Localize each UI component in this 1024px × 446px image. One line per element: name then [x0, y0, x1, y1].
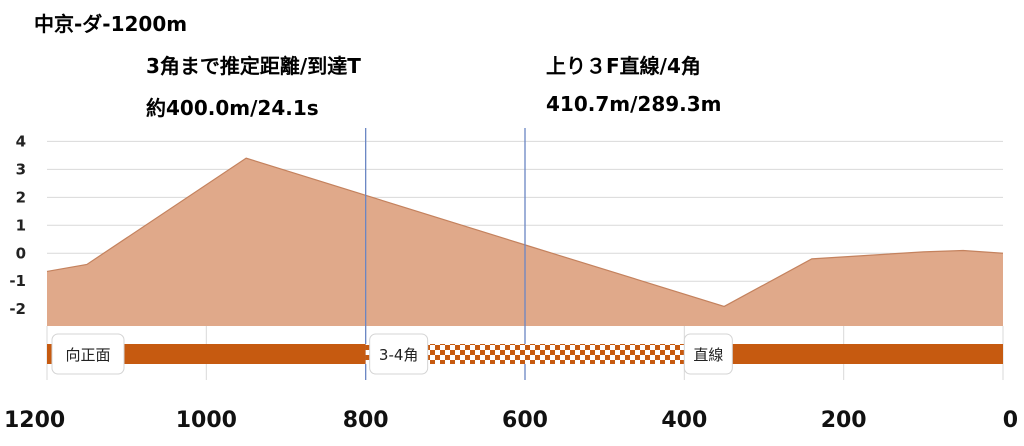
segment-bar	[684, 344, 1003, 364]
segment-label: 3-4角	[379, 346, 419, 364]
x-tick-label: 0	[1003, 408, 1018, 433]
final-straight-value: 410.7m/289.3m	[546, 92, 722, 116]
y-tick-label: 3	[16, 160, 26, 178]
corner-distance-value: 約400.0m/24.1s	[146, 96, 319, 120]
segment-bar	[47, 344, 366, 364]
y-tick-label: 4	[16, 132, 26, 150]
elevation-line	[46, 157, 1004, 308]
segment-label: 直線	[693, 346, 723, 364]
elevation-area	[47, 158, 1003, 326]
y-tick-label: 1	[16, 216, 26, 234]
corner-distance-header: 3角まで推定距離/到達T	[146, 54, 361, 78]
x-tick-label: 600	[502, 408, 548, 433]
segment-label-box	[369, 333, 429, 375]
segment-label-box	[683, 333, 733, 375]
y-tick-label: -2	[9, 300, 26, 318]
y-tick-label: 2	[16, 188, 26, 206]
y-tick-label: 0	[16, 244, 26, 262]
x-tick-label: 1200	[4, 408, 65, 433]
y-tick-label: -1	[9, 272, 26, 290]
segment-label: 向正面	[65, 346, 110, 364]
segment-label-box	[51, 333, 125, 375]
course-title: 中京-ダ-1200m	[34, 12, 188, 36]
x-tick-label: 800	[343, 408, 389, 433]
segment-bar	[365, 344, 685, 364]
final-straight-header: 上り３F直線/4角	[546, 54, 701, 78]
x-tick-label: 400	[661, 408, 707, 433]
x-tick-label: 200	[821, 408, 867, 433]
x-tick-label: 1000	[176, 408, 237, 433]
